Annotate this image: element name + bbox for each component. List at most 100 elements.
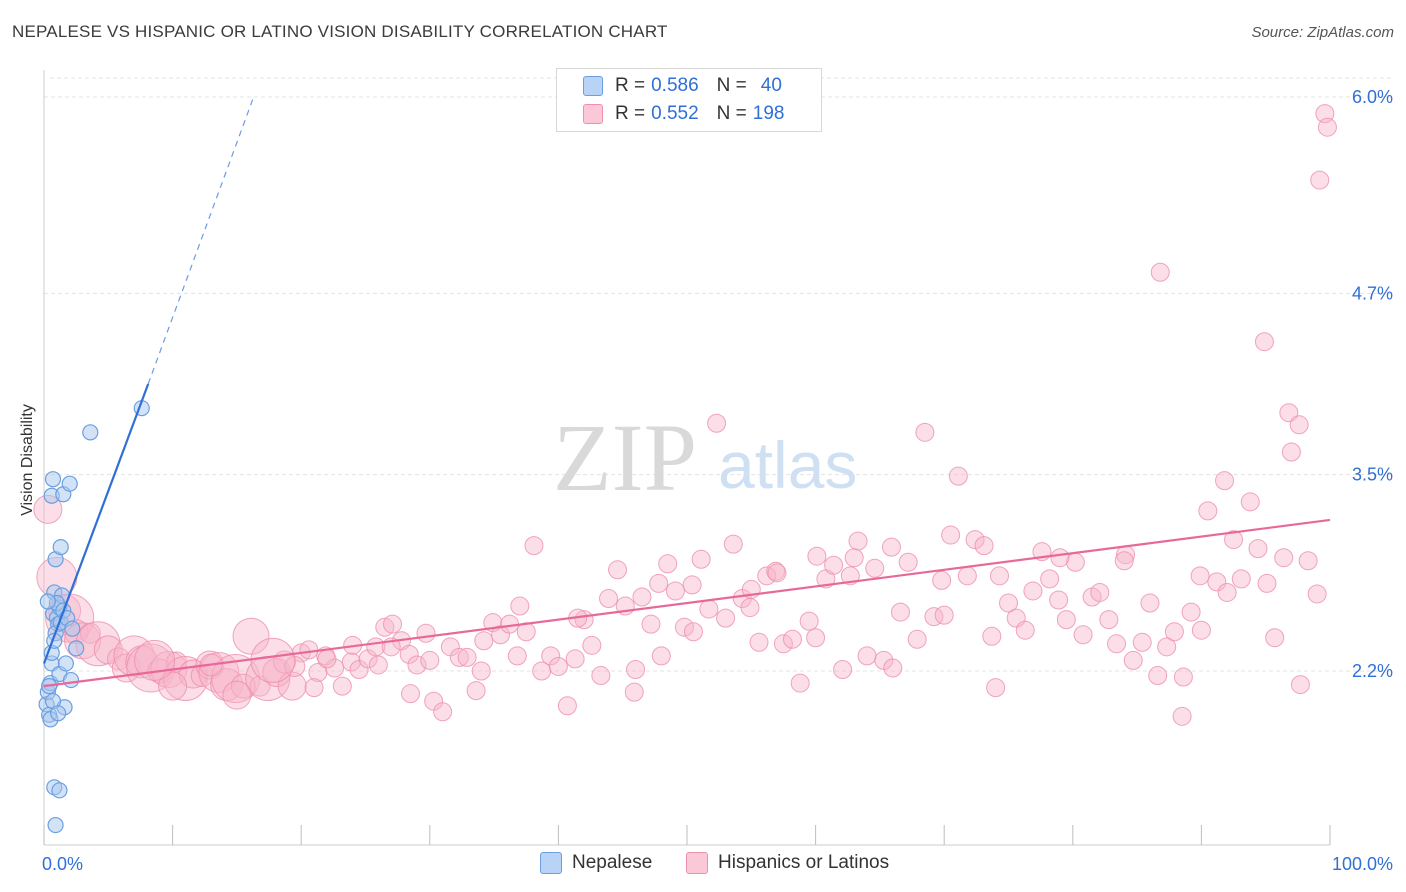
- hispanic-point: [1217, 582, 1237, 602]
- hispanic-point: [989, 566, 1009, 586]
- hispanic-point: [632, 587, 652, 607]
- hispanic-swatch: [583, 104, 603, 124]
- hispanic-point: [1023, 581, 1043, 601]
- hispanic-point: [857, 646, 877, 666]
- hispanic-point: [848, 531, 868, 551]
- hispanic-point: [641, 614, 661, 634]
- trend-lines: [42, 96, 1331, 688]
- hispanic-point: [1114, 551, 1134, 571]
- nepalese-r-label: R =: [615, 75, 646, 96]
- hispanic-point: [299, 640, 319, 660]
- nepalese-trendline-extension: [147, 96, 255, 385]
- hispanic-point: [368, 655, 388, 675]
- nepalese-point: [61, 475, 78, 492]
- hispanic-point: [986, 678, 1006, 698]
- hispanic-point: [591, 666, 611, 686]
- hispanic-point: [934, 605, 954, 625]
- hispanic-point: [471, 661, 491, 681]
- hispanic-r-label: R =: [615, 103, 646, 124]
- hispanic-point: [1173, 667, 1193, 687]
- hispanic-point: [158, 671, 188, 701]
- hispanic-point: [1040, 569, 1060, 589]
- series-legend-nepalese[interactable]: Nepalese: [540, 852, 652, 874]
- hispanic-point: [250, 637, 296, 683]
- hispanic-point: [1257, 573, 1277, 593]
- hispanic-point: [1307, 584, 1327, 604]
- hispanic-point: [651, 646, 671, 666]
- hispanic-point: [1198, 501, 1218, 521]
- hispanic-point: [1090, 582, 1110, 602]
- hispanic-point: [982, 626, 1002, 646]
- hispanic-point: [691, 549, 711, 569]
- hispanic-point: [1049, 590, 1069, 610]
- nepalese-legend-swatch: [540, 852, 562, 874]
- y-tick-label-3: 6.0%: [1352, 87, 1393, 107]
- correlation-legend: R = 0.586 N = 40 R = 0.552 N = 198: [556, 68, 822, 132]
- hispanic-point: [565, 649, 585, 669]
- hispanic-point: [1123, 650, 1143, 670]
- hispanic-point: [883, 658, 903, 678]
- hispanic-point: [881, 537, 901, 557]
- hispanic-n-label: N =: [716, 103, 747, 124]
- hispanic-point: [948, 466, 968, 486]
- hispanic-point: [608, 560, 628, 580]
- hispanic-point: [790, 673, 810, 693]
- hispanic-point: [599, 588, 619, 608]
- hispanic-point: [1231, 569, 1251, 589]
- hispanic-point: [1240, 492, 1260, 512]
- hispanic-point: [332, 676, 352, 696]
- hispanic-point: [1150, 262, 1170, 282]
- hispanic-point: [1172, 706, 1192, 726]
- series-legend-hispanic[interactable]: Hispanics or Latinos: [686, 852, 889, 874]
- hispanic-point: [1190, 566, 1210, 586]
- hispanic-point: [433, 702, 453, 722]
- hispanic-point: [626, 659, 646, 679]
- hispanic-point: [1289, 415, 1309, 435]
- hispanic-points: [33, 104, 1337, 726]
- hispanic-point: [957, 566, 977, 586]
- nepalese-r-value: 0.586: [651, 75, 699, 96]
- hispanic-point: [420, 650, 440, 670]
- hispanic-point: [541, 646, 561, 666]
- hispanic-point: [924, 607, 944, 627]
- hispanic-point: [898, 552, 918, 572]
- hispanic-point: [222, 680, 252, 710]
- hispanic-point: [474, 631, 494, 651]
- hispanic-legend-swatch: [686, 852, 708, 874]
- nepalese-trendline: [42, 383, 150, 664]
- hispanic-point: [232, 617, 270, 655]
- hispanic-point: [658, 554, 678, 574]
- hispanic-point: [682, 575, 702, 595]
- tick-labels: 2.2% 3.5% 4.7% 6.0% 0.0% 100.0%: [42, 87, 1393, 874]
- hispanic-point: [1157, 637, 1177, 657]
- y-tick-label-2: 4.7%: [1352, 283, 1393, 303]
- hispanic-point: [683, 622, 703, 642]
- hispanic-point: [1140, 593, 1160, 613]
- hispanic-point: [304, 678, 324, 698]
- hispanic-point: [230, 673, 256, 699]
- hispanic-point: [749, 632, 769, 652]
- y-tick-label-1: 3.5%: [1352, 465, 1393, 485]
- nepalese-point: [68, 640, 85, 657]
- hispanic-point: [1181, 602, 1201, 622]
- watermark: ZIP atlas: [553, 404, 857, 511]
- chart-title: NEPALESE VS HISPANIC OR LATINO VISION DI…: [12, 22, 668, 41]
- hispanic-point: [799, 611, 819, 631]
- hispanic-point: [1056, 610, 1076, 630]
- hispanic-point: [649, 573, 669, 593]
- hispanic-point: [932, 570, 952, 590]
- hispanic-point: [1317, 117, 1337, 137]
- series-legend: Nepalese Hispanics or Latinos: [0, 852, 1406, 878]
- hispanic-point: [375, 617, 395, 637]
- hispanic-legend-label: Hispanics or Latinos: [718, 852, 890, 873]
- hispanic-point: [807, 546, 827, 566]
- hispanic-point: [915, 422, 935, 442]
- hispanic-point: [1015, 620, 1035, 640]
- hispanic-point: [699, 599, 719, 619]
- hispanic-point: [401, 684, 421, 704]
- hispanic-point: [1050, 548, 1070, 568]
- hispanic-point: [1281, 442, 1301, 462]
- hispanic-point: [466, 681, 486, 701]
- hispanic-point: [941, 525, 961, 545]
